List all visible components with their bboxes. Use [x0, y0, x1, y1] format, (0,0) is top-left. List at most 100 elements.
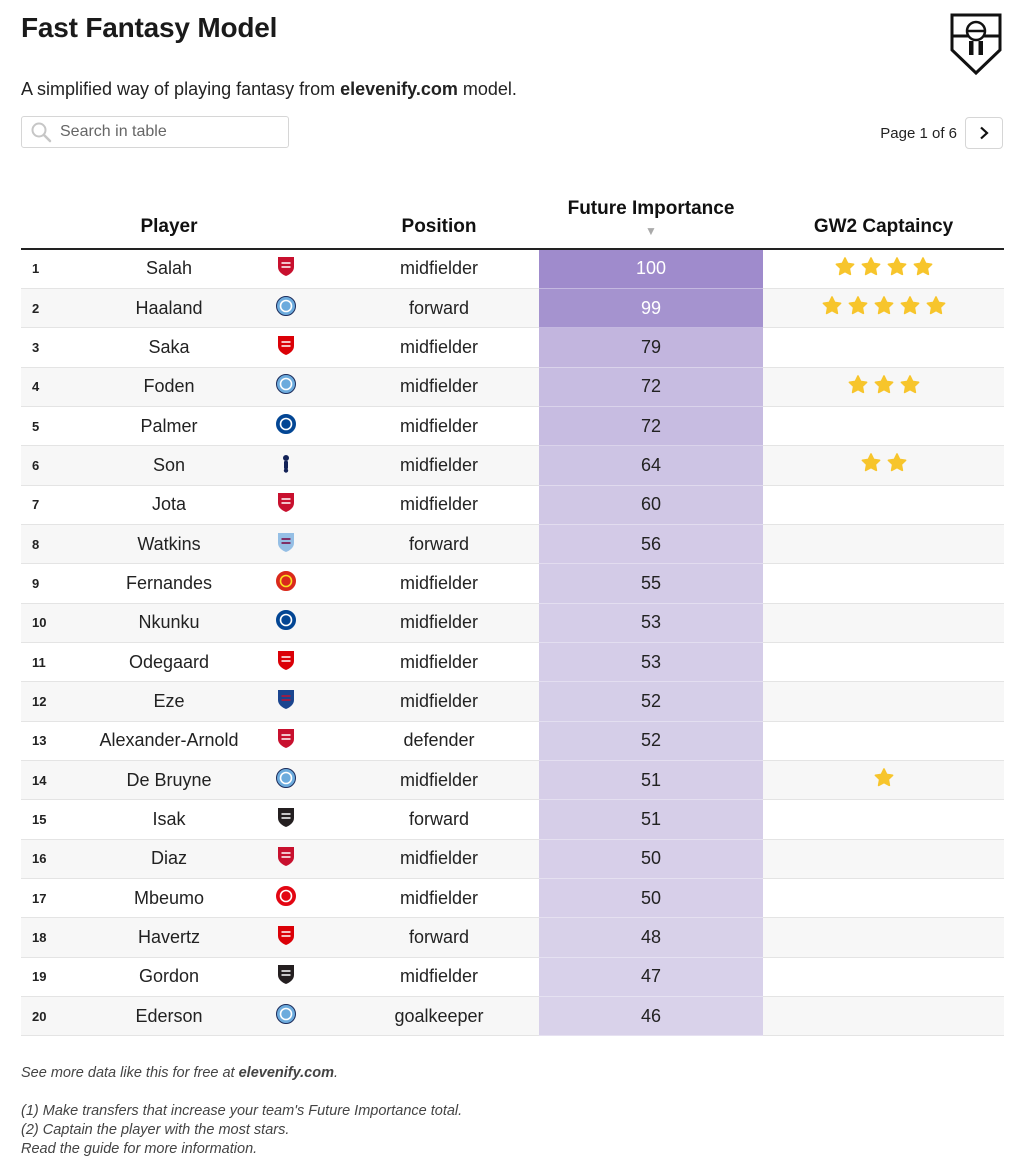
future-importance-header[interactable]: Future Importance ▼ — [539, 183, 763, 250]
captaincy-cell — [763, 288, 1004, 329]
club-badge — [267, 799, 339, 840]
rank-cell: 10 — [21, 603, 71, 643]
future-importance-cell: 72 — [539, 406, 763, 447]
captaincy-stars — [822, 296, 946, 315]
page-subtitle: A simplified way of playing fantasy from… — [21, 79, 517, 99]
table-row: 7 Jota midfielder 60 — [21, 485, 1004, 525]
position-cell: goalkeeper — [339, 996, 539, 1037]
rank-cell: 19 — [21, 957, 71, 998]
club-badge — [267, 839, 339, 880]
club-badge — [267, 406, 339, 447]
table-row: 13 Alexander-Arnold defender 52 — [21, 721, 1004, 761]
player-header[interactable]: Player — [71, 183, 267, 250]
star-icon — [887, 257, 906, 276]
star-icon — [848, 296, 867, 315]
page-indicator: Page 1 of 6 — [880, 124, 957, 142]
position-cell: midfielder — [339, 839, 539, 880]
captaincy-cell — [763, 367, 1004, 407]
player-name: Son — [71, 445, 267, 486]
future-importance-cell: 56 — [539, 524, 763, 565]
position-cell: midfielder — [339, 957, 539, 998]
future-importance-cell: 52 — [539, 681, 763, 722]
player-name: Alexander-Arnold — [71, 721, 267, 761]
club-badge — [267, 760, 339, 801]
captaincy-stars — [848, 374, 920, 394]
club-badge — [267, 445, 339, 486]
rank-cell: 15 — [21, 799, 71, 840]
position-header[interactable]: Position — [339, 183, 539, 250]
rank-cell: 11 — [21, 642, 71, 683]
position-cell: midfielder — [339, 485, 539, 525]
elevenify-logo — [950, 13, 1002, 76]
footer-note-3: Read the guide for more information. — [21, 1141, 258, 1157]
star-icon — [861, 257, 880, 276]
rank-cell: 6 — [21, 445, 71, 486]
star-icon — [900, 296, 919, 315]
position-cell: midfielder — [339, 681, 539, 722]
future-importance-cell: 50 — [539, 839, 763, 880]
rank-cell: 9 — [21, 563, 71, 604]
table-row: 5 Palmer midfielder 72 — [21, 406, 1004, 447]
tottenham-crest-icon — [283, 454, 289, 473]
captaincy-header[interactable]: GW2 Captaincy — [763, 183, 1004, 250]
club-badge — [267, 327, 339, 368]
captaincy-cell — [763, 327, 1004, 368]
table-row: 10 Nkunku midfielder 53 — [21, 603, 1004, 643]
future-importance-cell: 48 — [539, 917, 763, 958]
future-importance-cell: 53 — [539, 603, 763, 643]
captaincy-cell — [763, 721, 1004, 761]
future-importance-cell: 55 — [539, 563, 763, 604]
star-icon — [887, 453, 906, 472]
position-cell: midfielder — [339, 642, 539, 683]
table-row: 8 Watkins forward 56 — [21, 524, 1004, 565]
player-name: Gordon — [71, 957, 267, 998]
future-importance-cell: 51 — [539, 760, 763, 801]
table-row: 18 Havertz forward 48 — [21, 917, 1004, 958]
manchester-city-crest-icon — [276, 374, 296, 395]
rank-cell: 2 — [21, 288, 71, 329]
club-badge — [267, 642, 339, 683]
table-row: 1 Salah midfielder 100 — [21, 249, 1004, 289]
star-icon — [874, 768, 893, 787]
rank-cell: 8 — [21, 524, 71, 565]
table-row: 4 Foden midfielder 72 — [21, 367, 1004, 407]
pagination: Page 1 of 6 — [880, 117, 1003, 149]
future-importance-cell: 51 — [539, 799, 763, 840]
club-badge — [267, 563, 339, 604]
player-name: Nkunku — [71, 603, 267, 643]
search-input[interactable] — [58, 122, 282, 142]
position-cell: forward — [339, 524, 539, 565]
rank-cell: 18 — [21, 917, 71, 958]
captaincy-cell — [763, 917, 1004, 958]
table-row: 19 Gordon midfielder 47 — [21, 957, 1004, 998]
club-header — [267, 183, 339, 250]
footer-site-link[interactable]: elevenify.com — [238, 1065, 334, 1081]
manchester-city-crest-icon — [276, 1003, 296, 1024]
table-body: 1 Salah midfielder 100 2 Haaland forward 99 3 Sak… — [21, 249, 1004, 1037]
captaincy-stars — [861, 453, 907, 472]
captaincy-cell — [763, 524, 1004, 565]
rank-cell: 5 — [21, 406, 71, 447]
next-page-button[interactable] — [965, 117, 1003, 149]
site-name: elevenify.com — [340, 79, 458, 99]
rank-cell: 16 — [21, 839, 71, 880]
club-badge — [267, 917, 339, 958]
player-name: Diaz — [71, 839, 267, 880]
player-name: Haaland — [71, 288, 267, 329]
players-table: Player Position Future Importance ▼ GW2 … — [21, 183, 1004, 1037]
rank-cell: 4 — [21, 367, 71, 407]
table-row: 12 Eze midfielder 52 — [21, 681, 1004, 722]
aston-villa-crest-icon — [278, 532, 294, 552]
table-row: 14 De Bruyne midfielder 51 — [21, 760, 1004, 801]
liverpool-crest-icon — [278, 257, 294, 277]
position-cell: defender — [339, 721, 539, 761]
player-name: Mbeumo — [71, 878, 267, 919]
arsenal-crest-icon — [278, 335, 294, 355]
captaincy-cell — [763, 485, 1004, 525]
player-name: Salah — [71, 249, 267, 289]
future-importance-cell: 99 — [539, 288, 763, 329]
player-name: Eze — [71, 681, 267, 722]
search-box[interactable] — [21, 116, 289, 148]
liverpool-crest-icon — [278, 493, 294, 513]
club-badge — [267, 603, 339, 643]
